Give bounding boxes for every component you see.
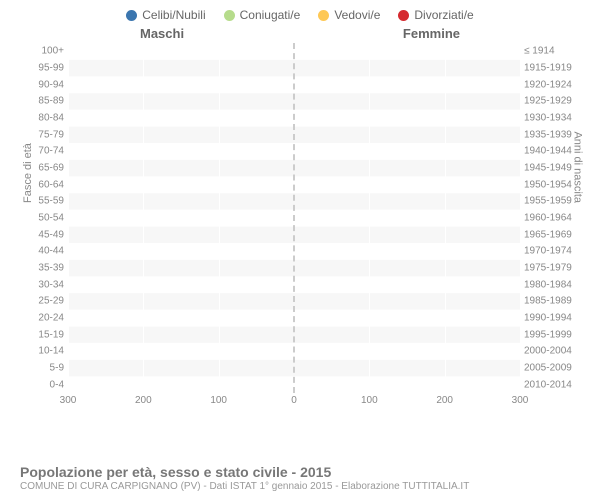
birth-year-label: 1960-1964 (520, 213, 576, 224)
age-label: 85-89 (24, 96, 68, 107)
age-label: 25-29 (24, 296, 68, 307)
age-row: 75-791935-1939 (68, 126, 520, 143)
age-label: 70-74 (24, 146, 68, 157)
x-tick: 300 (60, 395, 77, 406)
age-row: 45-491965-1969 (68, 226, 520, 243)
age-row: 50-541960-1964 (68, 210, 520, 227)
age-label: 5-9 (24, 363, 68, 374)
x-tick: 100 (361, 395, 378, 406)
birth-year-label: 1940-1944 (520, 146, 576, 157)
plot-area: 100+≤ 191495-991915-191990-941920-192485… (68, 43, 520, 393)
birth-year-label: 1955-1959 (520, 196, 576, 207)
footer: Popolazione per età, sesso e stato civil… (20, 464, 469, 492)
birth-year-label: 1985-1989 (520, 296, 576, 307)
age-label: 55-59 (24, 196, 68, 207)
age-label: 75-79 (24, 129, 68, 140)
age-label: 40-44 (24, 246, 68, 257)
age-row: 0-42010-2014 (68, 376, 520, 393)
age-row: 20-241990-1994 (68, 310, 520, 327)
legend-item: Celibi/Nubili (126, 8, 205, 22)
birth-year-label: 1965-1969 (520, 229, 576, 240)
legend-label: Divorziati/e (414, 8, 473, 22)
legend: Celibi/Nubili Coniugati/e Vedovi/e Divorzia… (0, 0, 600, 26)
age-label: 45-49 (24, 229, 68, 240)
x-tick: 100 (210, 395, 227, 406)
x-tick: 0 (291, 395, 297, 406)
age-row: 30-341980-1984 (68, 276, 520, 293)
legend-swatch (126, 10, 137, 21)
age-label: 95-99 (24, 63, 68, 74)
birth-year-label: 1920-1924 (520, 79, 576, 90)
birth-year-label: 1990-1994 (520, 313, 576, 324)
age-row: 55-591955-1959 (68, 193, 520, 210)
legend-swatch (224, 10, 235, 21)
age-row: 85-891925-1929 (68, 93, 520, 110)
age-label: 80-84 (24, 113, 68, 124)
birth-year-label: 1975-1979 (520, 263, 576, 274)
age-row: 65-691945-1949 (68, 160, 520, 177)
age-row: 25-291985-1989 (68, 293, 520, 310)
birth-year-label: 2005-2009 (520, 363, 576, 374)
birth-year-label: 1995-1999 (520, 329, 576, 340)
age-label: 0-4 (24, 379, 68, 390)
age-row: 5-92005-2009 (68, 360, 520, 377)
population-pyramid: Fasce di età Anni di nascita 100+≤ 19149… (20, 43, 580, 423)
birth-year-label: 1935-1939 (520, 129, 576, 140)
birth-year-label: ≤ 1914 (520, 46, 576, 57)
age-label: 10-14 (24, 346, 68, 357)
legend-swatch (318, 10, 329, 21)
birth-year-label: 2010-2014 (520, 379, 576, 390)
age-label: 35-39 (24, 263, 68, 274)
legend-label: Celibi/Nubili (142, 8, 205, 22)
legend-swatch (398, 10, 409, 21)
rows-container: 100+≤ 191495-991915-191990-941920-192485… (68, 43, 520, 393)
age-row: 100+≤ 1914 (68, 43, 520, 60)
age-row: 10-142000-2004 (68, 343, 520, 360)
birth-year-label: 1950-1954 (520, 179, 576, 190)
birth-year-label: 1980-1984 (520, 279, 576, 290)
female-label: Femmine (403, 26, 460, 41)
x-tick: 300 (512, 395, 529, 406)
age-row: 90-941920-1924 (68, 76, 520, 93)
age-row: 35-391975-1979 (68, 260, 520, 277)
legend-item: Divorziati/e (398, 8, 473, 22)
side-labels: Maschi Femmine (0, 26, 600, 43)
birth-year-label: 2000-2004 (520, 346, 576, 357)
age-label: 60-64 (24, 179, 68, 190)
x-axis: 3002001000100200300 (68, 395, 520, 409)
age-row: 40-441970-1974 (68, 243, 520, 260)
chart-subtitle: COMUNE DI CURA CARPIGNANO (PV) - Dati IS… (20, 481, 469, 492)
age-row: 70-741940-1944 (68, 143, 520, 160)
age-label: 50-54 (24, 213, 68, 224)
legend-label: Coniugati/e (240, 8, 301, 22)
age-label: 15-19 (24, 329, 68, 340)
age-label: 20-24 (24, 313, 68, 324)
x-tick: 200 (436, 395, 453, 406)
legend-label: Vedovi/e (334, 8, 380, 22)
birth-year-label: 1915-1919 (520, 63, 576, 74)
chart-title: Popolazione per età, sesso e stato civil… (20, 464, 469, 480)
birth-year-label: 1970-1974 (520, 246, 576, 257)
birth-year-label: 1930-1934 (520, 113, 576, 124)
birth-year-label: 1945-1949 (520, 163, 576, 174)
age-label: 30-34 (24, 279, 68, 290)
age-row: 60-641950-1954 (68, 176, 520, 193)
age-label: 90-94 (24, 79, 68, 90)
legend-item: Vedovi/e (318, 8, 380, 22)
age-row: 95-991915-1919 (68, 60, 520, 77)
age-label: 100+ (24, 46, 68, 57)
x-tick: 200 (135, 395, 152, 406)
legend-item: Coniugati/e (224, 8, 301, 22)
age-row: 15-191995-1999 (68, 326, 520, 343)
age-row: 80-841930-1934 (68, 110, 520, 127)
birth-year-label: 1925-1929 (520, 96, 576, 107)
male-label: Maschi (140, 26, 184, 41)
age-label: 65-69 (24, 163, 68, 174)
